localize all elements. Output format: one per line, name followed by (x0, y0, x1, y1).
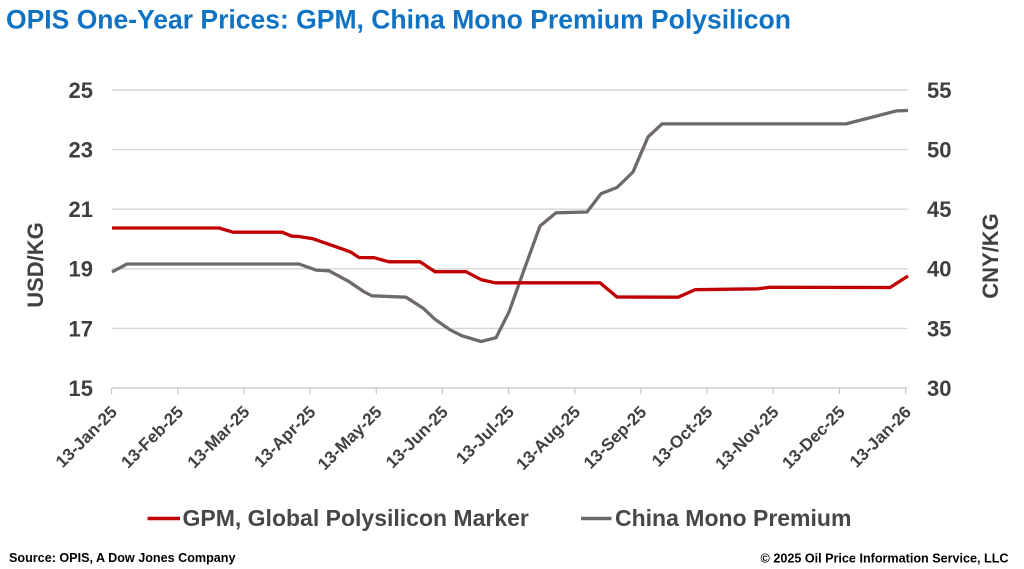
svg-text:30: 30 (927, 376, 951, 401)
svg-text:35: 35 (927, 316, 951, 341)
svg-text:China Mono Premium: China Mono Premium (615, 505, 851, 531)
svg-text:Source: OPIS, A Dow Jones Comp: Source: OPIS, A Dow Jones Company (9, 551, 236, 565)
svg-text:USD/KG: USD/KG (23, 222, 48, 308)
svg-text:45: 45 (927, 197, 951, 222)
svg-text:15: 15 (69, 376, 93, 401)
svg-text:23: 23 (69, 138, 93, 163)
svg-text:50: 50 (927, 138, 951, 163)
svg-text:55: 55 (927, 78, 951, 103)
svg-text:21: 21 (69, 197, 93, 222)
svg-text:40: 40 (927, 257, 951, 282)
svg-text:17: 17 (69, 316, 93, 341)
svg-text:GPM, Global Polysilicon Marker: GPM, Global Polysilicon Marker (183, 505, 529, 531)
svg-text:CNY/KG: CNY/KG (978, 213, 1003, 299)
svg-text:OPIS One-Year Prices: GPM, Chi: OPIS One-Year Prices: GPM, China Mono Pr… (6, 5, 791, 35)
svg-text:25: 25 (69, 78, 93, 103)
svg-text:19: 19 (69, 257, 93, 282)
svg-text:© 2025 Oil Price Information S: © 2025 Oil Price Information Service, LL… (761, 552, 1009, 566)
